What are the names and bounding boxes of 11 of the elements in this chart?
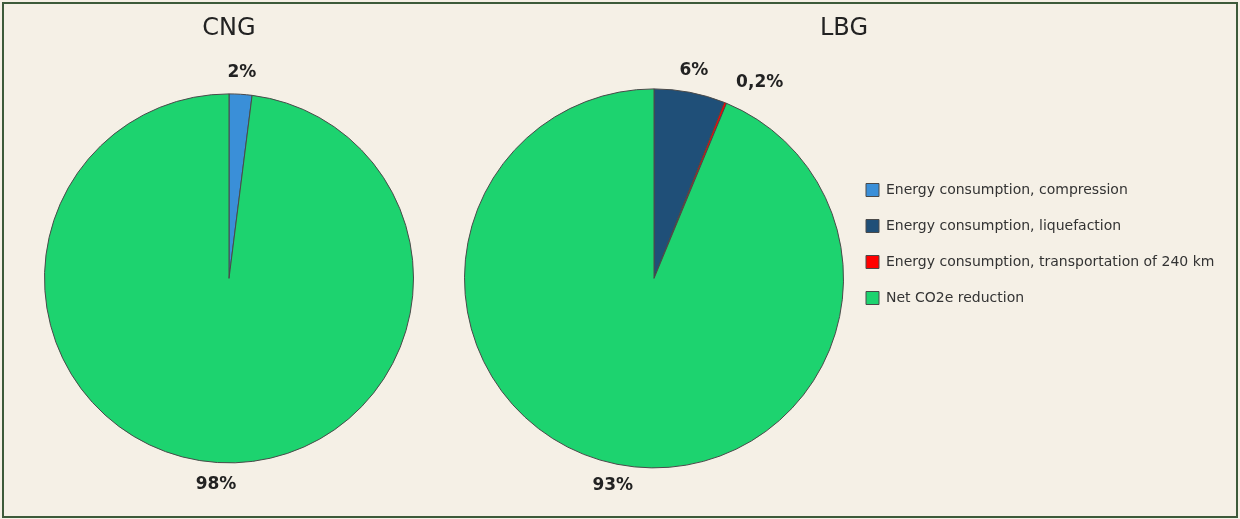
data-label: 2% [227,60,257,81]
legend-label: Net CO2e reduction [886,288,1025,305]
legend-label: Energy consumption, liquefaction [886,216,1122,233]
chart-title: CNG [202,12,256,41]
chart-title: LBG [819,12,869,41]
data-label: 98% [195,472,237,493]
data-label: 0,2% [736,70,784,91]
data-label: 93% [592,474,634,495]
data-label: 6% [679,59,709,80]
legend-label: Energy consumption, compression [886,180,1128,197]
legend-label: Energy consumption, transportation of 240 km [886,252,1215,269]
